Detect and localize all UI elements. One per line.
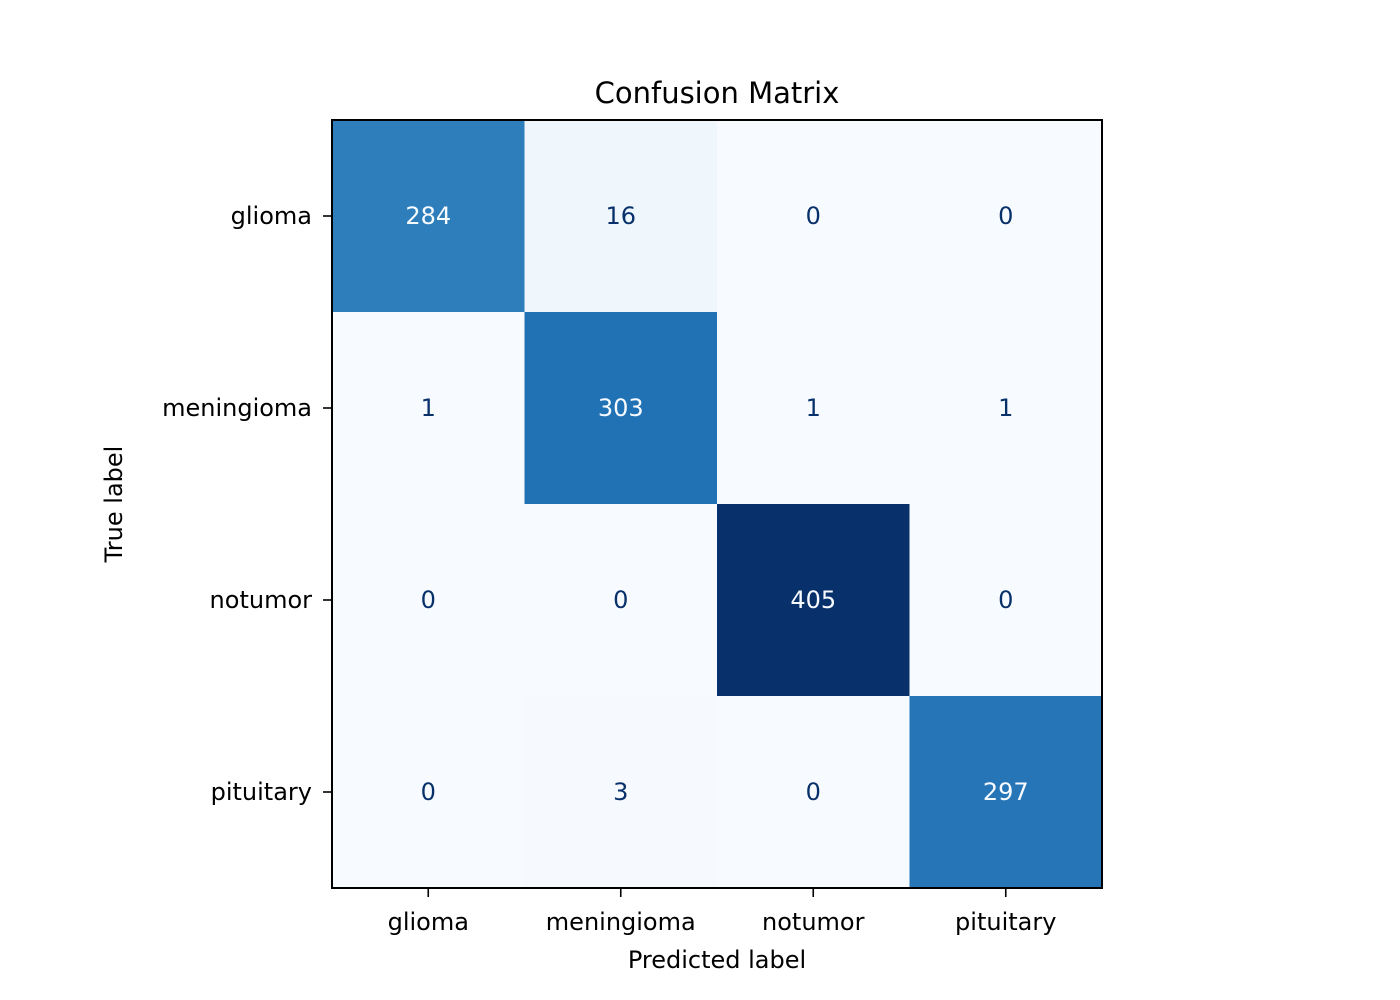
y-tick-label: notumor [210, 586, 313, 614]
heatmap-cell-value: 0 [421, 586, 436, 614]
heatmap-cell [717, 120, 910, 313]
x-axis-ticks: glioma meningioma notumor pituitary [388, 888, 1056, 936]
x-tick-label: pituitary [955, 908, 1056, 936]
y-axis-label: True label [100, 446, 128, 564]
heatmap-cell [909, 504, 1103, 697]
heatmap-cell [717, 696, 910, 889]
heatmap-cell [909, 696, 1103, 889]
heatmap-cell [909, 312, 1103, 505]
y-tick-label: glioma [231, 202, 312, 230]
heatmap-cell-value: 0 [998, 586, 1013, 614]
heatmap-cell [332, 696, 525, 889]
heatmap-cell-value: 0 [421, 778, 436, 806]
heatmap-cell-value: 0 [806, 202, 821, 230]
heatmap-cell-value: 1 [998, 394, 1013, 422]
x-tick-label: glioma [388, 908, 469, 936]
heatmap-cell-value: 284 [405, 202, 451, 230]
heatmap-cell [524, 120, 718, 313]
heatmap-cell-value: 405 [790, 586, 836, 614]
heatmap-cell [717, 312, 910, 505]
plot-frame [331, 119, 1103, 889]
heatmap-cell-value: 16 [605, 202, 636, 230]
heatmap-cell-value: 1 [806, 394, 821, 422]
heatmap-cell-value: 297 [983, 778, 1029, 806]
heatmap-cell-value: 303 [598, 394, 644, 422]
heatmap-cell-value: 3 [613, 778, 628, 806]
y-tick-label: meningioma [162, 394, 312, 422]
heatmap-cell-value: 0 [806, 778, 821, 806]
heatmap-cell-value: 0 [998, 202, 1013, 230]
heatmap-cell-value: 1 [421, 394, 436, 422]
x-tick-label: meningioma [546, 908, 696, 936]
heatmap-cell [524, 312, 718, 505]
heatmap-cell [909, 120, 1103, 313]
heatmap-cell [332, 504, 525, 697]
chart-title: Confusion Matrix [595, 76, 840, 110]
x-axis-label: Predicted label [628, 946, 806, 974]
heatmap-cell [524, 504, 718, 697]
heatmap-cell-labels: 284 16 0 0 1 303 1 1 0 0 405 0 0 3 0 297 [405, 202, 1028, 806]
heatmap-cells [332, 120, 1103, 889]
y-tick-label: pituitary [211, 778, 312, 806]
heatmap-cell [332, 312, 525, 505]
heatmap-cell-value: 0 [613, 586, 628, 614]
heatmap-cell [524, 696, 718, 889]
heatmap-cell [717, 504, 910, 697]
x-tick-label: notumor [762, 908, 865, 936]
y-axis-ticks: glioma meningioma notumor pituitary [162, 202, 332, 806]
heatmap-cell [332, 120, 525, 313]
